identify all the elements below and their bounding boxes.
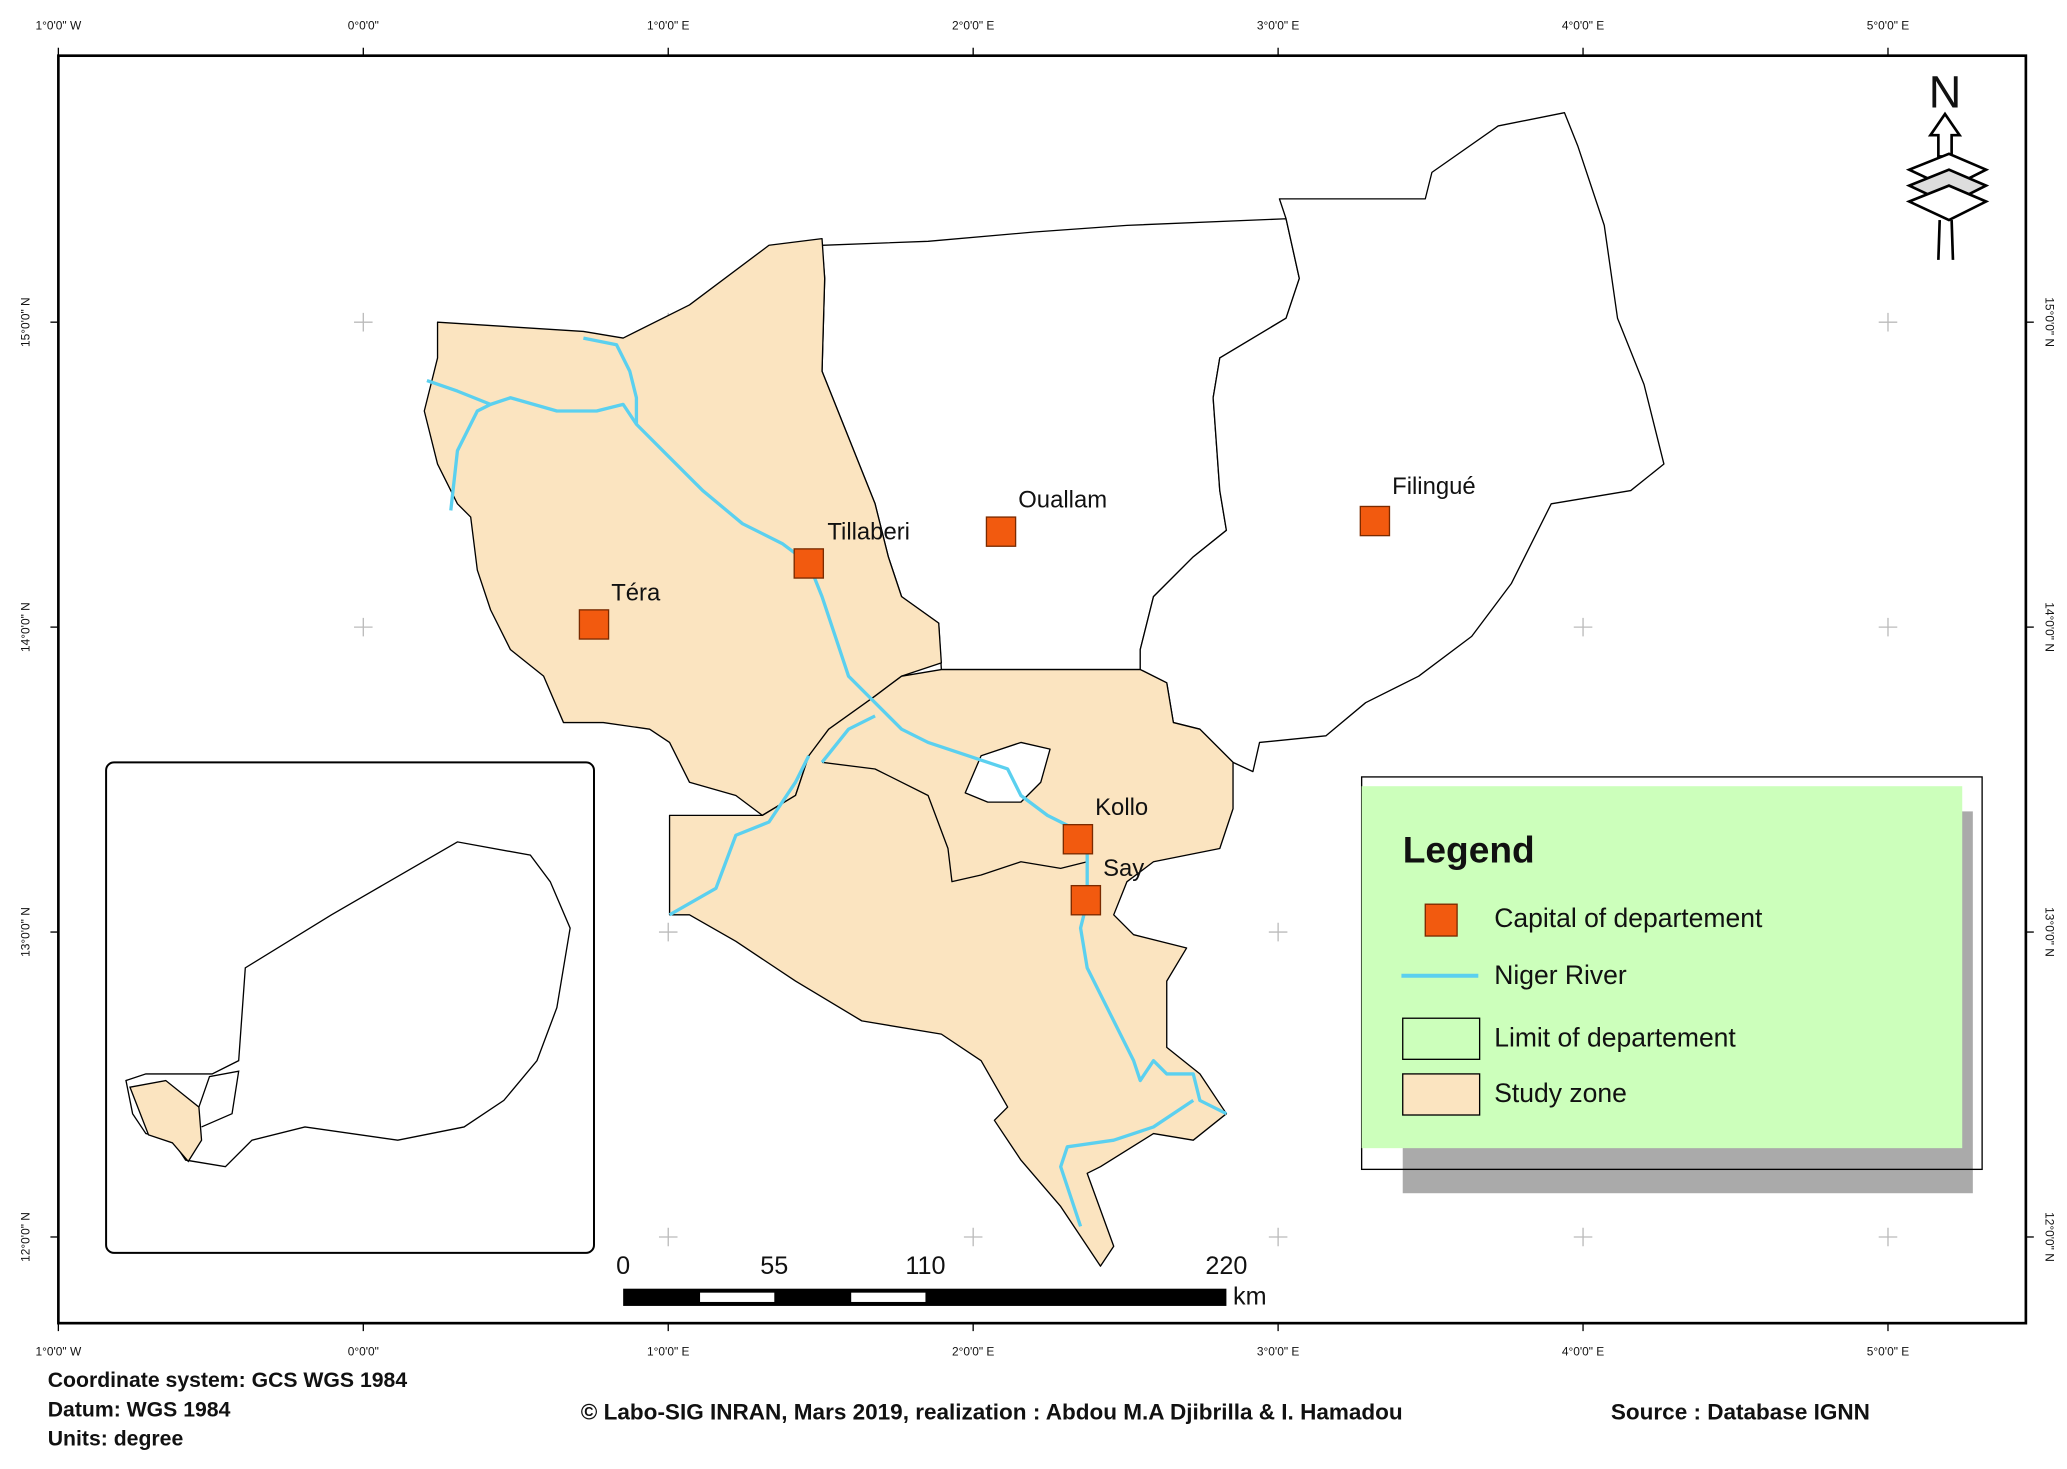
department-kollo-say: [668, 668, 1234, 1267]
grid-cross: [354, 312, 373, 332]
lon-label: 4°0'0" E: [1562, 19, 1604, 33]
grid-cross: [1268, 1227, 1288, 1247]
capital-marker: [793, 548, 825, 579]
departments: [423, 112, 1665, 1267]
lat-label: 12°0'0" N: [19, 1212, 33, 1262]
north-label: N: [1929, 66, 1962, 117]
legend-label: Niger River: [1494, 960, 1627, 990]
coordinate-system: Coordinate system: GCS WGS 1984: [48, 1369, 408, 1392]
units: Units: degree: [48, 1427, 184, 1450]
grid-cross: [1878, 617, 1898, 637]
legend-label: Capital of departement: [1494, 903, 1763, 933]
legend-title: Legend: [1403, 828, 1535, 870]
lat-label: 15°0'0" N: [2042, 297, 2056, 347]
lon-label: 1°0'0" W: [35, 1344, 81, 1358]
lat-label: 12°0'0" N: [2042, 1212, 2056, 1262]
legend-label: Study zone: [1494, 1078, 1627, 1108]
capital-marker: [985, 516, 1017, 547]
town-label: Say: [1103, 855, 1144, 882]
lon-label: 5°0'0" E: [1867, 19, 1909, 33]
scale-label: 0: [616, 1252, 630, 1280]
legend-swatch: [1402, 1073, 1481, 1116]
towns: [578, 505, 1391, 916]
lon-label: 0°0'0": [348, 1344, 379, 1358]
lon-label: 1°0'0" E: [647, 1344, 689, 1358]
capital-marker: [1359, 505, 1391, 537]
scale-label: 220: [1205, 1252, 1247, 1280]
town-label: Kollo: [1095, 794, 1148, 821]
capital-marker: [1062, 823, 1094, 855]
credit: © Labo-SIG INRAN, Mars 2019, realization…: [581, 1399, 1403, 1424]
town-label: Tillaberi: [827, 518, 910, 545]
grid-cross: [1878, 312, 1898, 332]
grid-cross: [1878, 1227, 1898, 1247]
inset-limits: [198, 1070, 240, 1128]
map-frame: [57, 54, 2028, 1325]
department-filingue: [1139, 112, 1665, 773]
lat-label: 13°0'0" N: [2042, 907, 2056, 957]
legend-swatch: [1402, 1017, 1481, 1060]
legend-swatch: [1424, 903, 1458, 937]
grid-cross: [1573, 1227, 1593, 1247]
grid-cross: [354, 617, 373, 637]
scale-unit: km: [1233, 1283, 1267, 1311]
inset-study-zone: [129, 1079, 203, 1163]
legend-label: Limit of departement: [1494, 1022, 1736, 1052]
department-limit: [821, 761, 1088, 883]
capital-marker: [1070, 884, 1102, 916]
lon-label: 3°0'0" E: [1257, 19, 1299, 33]
grid-cross: [658, 922, 678, 942]
lon-label: 2°0'0" E: [952, 1344, 994, 1358]
grid-cross: [1268, 922, 1288, 942]
lon-label: 2°0'0" E: [952, 19, 994, 33]
lat-label: 15°0'0" N: [19, 297, 33, 347]
scale-bar: 0 55 110 220 km: [616, 1252, 1266, 1310]
niger-river: [426, 336, 1228, 1227]
grid-cross: [963, 1227, 983, 1247]
town-label: Filingué: [1392, 473, 1476, 500]
lon-label: 3°0'0" E: [1257, 1344, 1299, 1358]
town-label: Ouallam: [1018, 486, 1107, 513]
legend: Legend Capital of departement Niger Rive…: [1360, 776, 1983, 1194]
town-label: Téra: [611, 579, 661, 606]
capital-marker: [578, 609, 610, 640]
lon-label: 5°0'0" E: [1867, 1344, 1909, 1358]
lon-label: 1°0'0" E: [647, 19, 689, 33]
lon-label: 1°0'0" W: [35, 19, 81, 33]
lon-label: 0°0'0": [348, 19, 379, 33]
scale-label: 110: [905, 1252, 945, 1280]
inset-map: [105, 761, 595, 1254]
north-arrow: N: [1905, 66, 1990, 260]
graticule: 1°0'0" W 1°0'0" W 0°0'0" 0°0'0" 1°0'0" E 1°0'…: [19, 19, 2057, 1359]
datum: Datum: WGS 1984: [48, 1398, 231, 1421]
lat-label: 14°0'0" N: [2042, 602, 2056, 652]
lat-label: 13°0'0" N: [19, 907, 33, 957]
grid-cross: [1573, 617, 1593, 637]
lon-label: 4°0'0" E: [1562, 1344, 1604, 1358]
source: Source : Database IGNN: [1611, 1399, 1870, 1424]
lat-label: 14°0'0" N: [19, 602, 33, 652]
grid-cross: [658, 1227, 678, 1247]
scale-label: 55: [760, 1252, 788, 1280]
